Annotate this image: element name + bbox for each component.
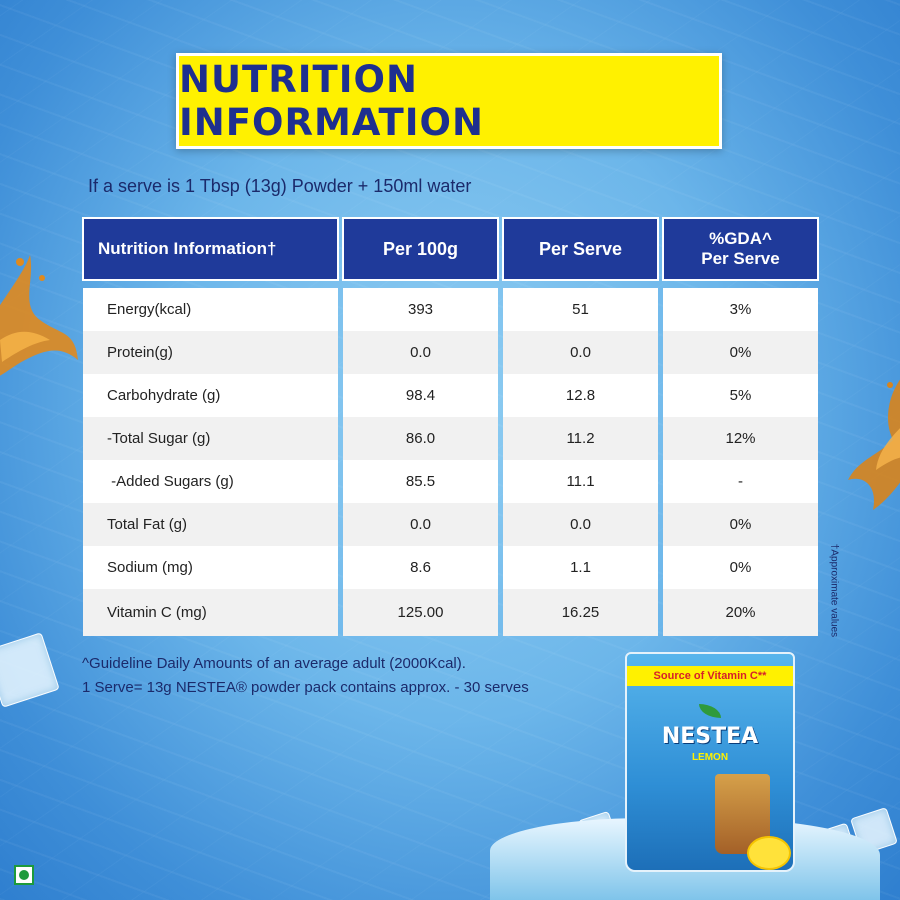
column-nutrient: Energy(kcal) Protein(g) Carbohydrate (g)… [83, 288, 338, 636]
column-per-100g: 393 0.0 98.4 86.0 85.5 0.0 8.6 125.00 [343, 288, 498, 636]
table-cell: 16.25 [503, 589, 658, 636]
table-cell: 0.0 [343, 503, 498, 546]
table-cell: 0.0 [503, 331, 658, 374]
table-cell: 8.6 [343, 546, 498, 589]
table-cell: 1.1 [503, 546, 658, 589]
column-per-serve: 51 0.0 12.8 11.2 11.1 0.0 1.1 16.25 [503, 288, 658, 636]
table-cell: 0% [663, 546, 818, 589]
table-cell: Sodium (mg) [83, 546, 338, 589]
table-cell: 11.2 [503, 417, 658, 460]
header-gda-per-serve: %GDA^ Per Serve [662, 217, 819, 281]
header-nutrition-information: Nutrition Information† [82, 217, 339, 281]
table-cell: 0.0 [503, 503, 658, 546]
table-cell: 20% [663, 589, 818, 636]
page-title: NUTRITION INFORMATION [179, 58, 484, 144]
table-cell: 393 [343, 288, 498, 331]
tea-splash-icon [0, 255, 78, 376]
gda-footnote: ^Guideline Daily Amounts of an average a… [82, 655, 466, 672]
leaf-icon [699, 704, 721, 718]
header-gda-label: %GDA^ Per Serve [701, 229, 780, 268]
approximate-values-note: †Approximate values [828, 543, 840, 638]
table-cell: Carbohydrate (g) [83, 374, 338, 417]
table-cell: 11.1 [503, 460, 658, 503]
header-per-serve: Per Serve [502, 217, 659, 281]
lemon-icon [747, 836, 791, 870]
table-cell: 98.4 [343, 374, 498, 417]
table-cell: 0.0 [343, 331, 498, 374]
pack-variant: LEMON [691, 752, 729, 763]
table-cell: 51 [503, 288, 658, 331]
table-cell: Total Fat (g) [83, 503, 338, 546]
table-cell: Energy(kcal) [83, 288, 338, 331]
table-cell: 12.8 [503, 374, 658, 417]
title-banner: NUTRITION INFORMATION [176, 53, 722, 149]
table-cell: Vitamin C (mg) [83, 589, 338, 636]
pack-brand: NESTEA [661, 724, 759, 749]
veg-mark-icon [14, 865, 34, 885]
table-cell: -Total Sugar (g) [83, 417, 338, 460]
table-cell: 86.0 [343, 417, 498, 460]
pack-banner: Source of Vitamin C** [627, 666, 793, 686]
column-gda: 3% 0% 5% 12% - 0% 0% 20% [663, 288, 818, 636]
serves-footnote: 1 Serve= 13g NESTEA® powder pack contain… [82, 679, 529, 696]
table-cell: 0% [663, 331, 818, 374]
table-cell: Protein(g) [83, 331, 338, 374]
table-cell: -Added Sugars (g) [83, 460, 338, 503]
table-cell: 0% [663, 503, 818, 546]
table-cell: - [663, 460, 818, 503]
table-cell: 85.5 [343, 460, 498, 503]
table-cell: 12% [663, 417, 818, 460]
nestea-pack-image: Source of Vitamin C** NESTEA LEMON [625, 652, 795, 872]
tea-splash-icon [848, 379, 900, 510]
table-cell: 125.00 [343, 589, 498, 636]
table-cell: 5% [663, 374, 818, 417]
header-per-100g: Per 100g [342, 217, 499, 281]
table-cell: 3% [663, 288, 818, 331]
serving-note: If a serve is 1 Tbsp (13g) Powder + 150m… [88, 176, 472, 196]
